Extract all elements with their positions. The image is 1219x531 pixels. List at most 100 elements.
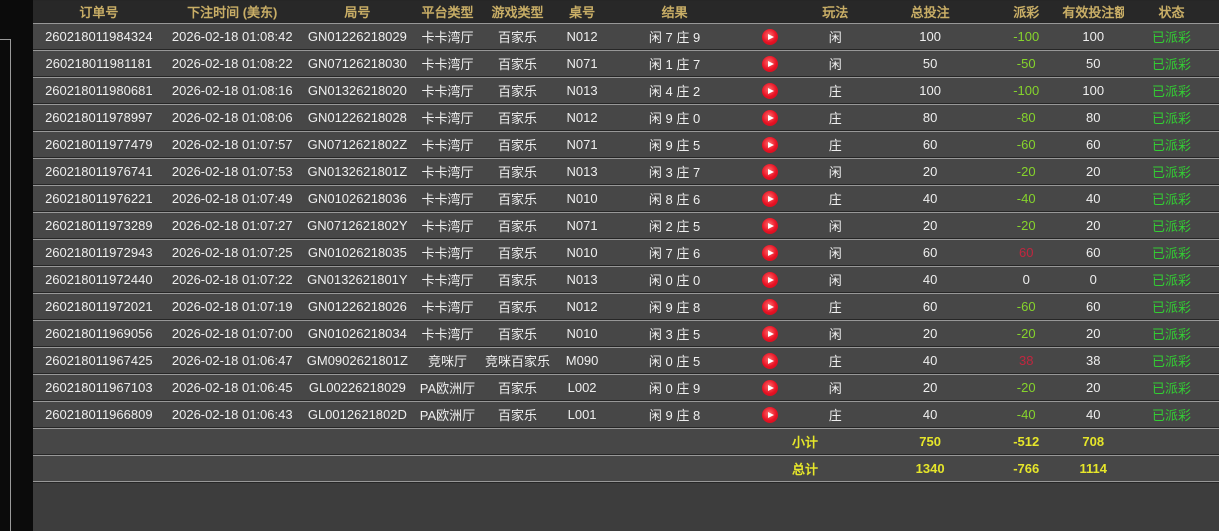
cell-round-no: GM0902621801Z [299, 347, 415, 373]
cell-order-no: 260218011967425 [33, 347, 165, 373]
cell-table-no: N013 [554, 158, 610, 184]
subtotal-spacer [33, 428, 740, 454]
cell-total-bet: 20 [870, 374, 991, 400]
cell-status: 已派彩 [1124, 374, 1219, 400]
cell-order-no: 260218011966809 [33, 401, 165, 427]
cell-bet-time: 2026-02-18 01:07:57 [164, 131, 300, 157]
subtotal-valid-bet: 708 [1062, 428, 1125, 454]
replay-play-icon[interactable] [762, 109, 779, 126]
cell-replay [739, 320, 801, 346]
cell-result: 闲 3 庄 5 [609, 320, 740, 346]
cell-play-type: 庄 [800, 293, 871, 319]
cell-bet-time: 2026-02-18 01:08:16 [164, 77, 300, 103]
cell-valid-bet: 38 [1062, 347, 1125, 373]
cell-platform: 卡卡湾厅 [414, 50, 481, 76]
subtotal-row: 小计 750 -512 708 [33, 428, 1219, 454]
replay-play-icon[interactable] [762, 55, 779, 72]
cell-bet-time: 2026-02-18 01:08:06 [164, 104, 300, 130]
cell-platform: PA欧洲厅 [414, 374, 481, 400]
cell-play-type: 闲 [800, 374, 871, 400]
replay-play-icon[interactable] [762, 82, 779, 99]
table-row: 260218011972440 2026-02-18 01:07:22 GN01… [33, 266, 1219, 292]
cell-status: 已派彩 [1124, 23, 1219, 49]
cell-result: 闲 2 庄 5 [609, 212, 740, 238]
cell-order-no: 260218011972440 [33, 266, 165, 292]
cell-table-no: N071 [554, 212, 610, 238]
total-valid-bet: 1114 [1062, 455, 1125, 482]
cell-platform: 卡卡湾厅 [414, 293, 481, 319]
cell-total-bet: 20 [870, 212, 991, 238]
table-body: 260218011984324 2026-02-18 01:08:42 GN01… [33, 23, 1219, 427]
header-game-type: 游戏类型 [480, 1, 555, 22]
cell-table-no: N010 [554, 185, 610, 211]
table-row: 260218011972021 2026-02-18 01:07:19 GN01… [33, 293, 1219, 319]
replay-play-icon[interactable] [762, 190, 779, 207]
cell-game-type: 百家乐 [480, 131, 555, 157]
replay-play-icon[interactable] [762, 163, 779, 180]
table-row: 260218011973289 2026-02-18 01:07:27 GN07… [33, 212, 1219, 238]
table-row: 260218011984324 2026-02-18 01:08:42 GN01… [33, 23, 1219, 49]
header-total-bet: 总投注 [870, 1, 991, 22]
cell-status: 已派彩 [1124, 239, 1219, 265]
cell-table-no: N010 [554, 320, 610, 346]
replay-play-icon[interactable] [762, 136, 779, 153]
cell-play-type: 闲 [800, 320, 871, 346]
cell-round-no: GN0712621802Z [299, 131, 415, 157]
replay-play-icon[interactable] [762, 298, 779, 315]
cell-replay [739, 293, 801, 319]
cell-bet-time: 2026-02-18 01:07:19 [164, 293, 300, 319]
cell-result: 闲 9 庄 8 [609, 401, 740, 427]
cell-result: 闲 4 庄 2 [609, 77, 740, 103]
cell-play-type: 庄 [800, 77, 871, 103]
cell-status: 已派彩 [1124, 320, 1219, 346]
cell-bet-time: 2026-02-18 01:07:53 [164, 158, 300, 184]
cell-order-no: 260218011972021 [33, 293, 165, 319]
cell-platform: 卡卡湾厅 [414, 185, 481, 211]
cell-round-no: GN01026218035 [299, 239, 415, 265]
cell-payout: 0 [990, 266, 1063, 292]
total-payout: -766 [990, 455, 1063, 482]
cell-game-type: 百家乐 [480, 293, 555, 319]
cell-result: 闲 7 庄 9 [609, 23, 740, 49]
cell-play-type: 庄 [800, 104, 871, 130]
header-order-no: 订单号 [33, 1, 165, 22]
cell-replay [739, 50, 801, 76]
cell-table-no: L002 [554, 374, 610, 400]
header-payout: 派彩 [990, 1, 1063, 22]
replay-play-icon[interactable] [762, 244, 779, 261]
cell-game-type: 百家乐 [480, 212, 555, 238]
cell-table-no: N012 [554, 104, 610, 130]
cell-valid-bet: 20 [1062, 158, 1125, 184]
cell-table-no: N013 [554, 266, 610, 292]
cell-table-no: N013 [554, 77, 610, 103]
cell-replay [739, 374, 801, 400]
cell-bet-time: 2026-02-18 01:07:27 [164, 212, 300, 238]
cell-platform: 卡卡湾厅 [414, 212, 481, 238]
bet-records-table: 订单号 下注时间 (美东) 局号 平台类型 游戏类型 桌号 结果 玩法 总投注 … [33, 0, 1219, 483]
replay-play-icon[interactable] [762, 217, 779, 234]
cell-round-no: GN07126218030 [299, 50, 415, 76]
table-row: 260218011966809 2026-02-18 01:06:43 GL00… [33, 401, 1219, 427]
cell-order-no: 260218011977479 [33, 131, 165, 157]
cell-bet-time: 2026-02-18 01:07:25 [164, 239, 300, 265]
cell-platform: 卡卡湾厅 [414, 158, 481, 184]
cell-play-type: 庄 [800, 347, 871, 373]
replay-play-icon[interactable] [762, 28, 779, 45]
cell-payout: -80 [990, 104, 1063, 130]
replay-play-icon[interactable] [762, 271, 779, 288]
cell-play-type: 闲 [800, 158, 871, 184]
replay-play-icon[interactable] [762, 352, 779, 369]
cell-valid-bet: 100 [1062, 23, 1125, 49]
subtotal-status-spacer [1124, 428, 1219, 454]
cell-order-no: 260218011972943 [33, 239, 165, 265]
cell-total-bet: 50 [870, 50, 991, 76]
replay-play-icon[interactable] [762, 406, 779, 423]
cell-platform: 卡卡湾厅 [414, 104, 481, 130]
replay-play-icon[interactable] [762, 379, 779, 396]
cell-total-bet: 60 [870, 131, 991, 157]
replay-play-icon[interactable] [762, 325, 779, 342]
cell-payout: -40 [990, 401, 1063, 427]
cell-status: 已派彩 [1124, 266, 1219, 292]
cell-round-no: GL0012621802D [299, 401, 415, 427]
cell-bet-time: 2026-02-18 01:08:42 [164, 23, 300, 49]
